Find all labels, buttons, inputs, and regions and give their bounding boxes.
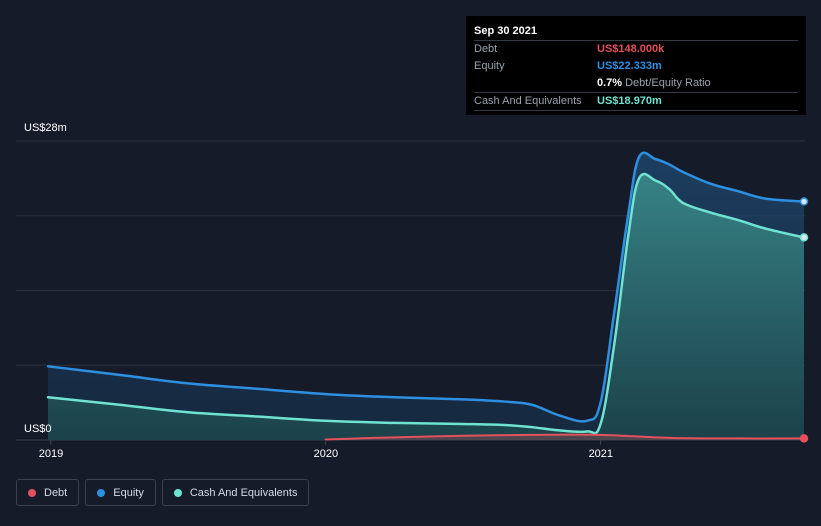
tooltip-equity-label: Equity	[474, 60, 505, 72]
tooltip-equity-row: Equity US$22.333m	[474, 58, 798, 75]
legend-equity-toggle[interactable]: Equity	[85, 479, 156, 506]
y-tick-label: US$0	[24, 423, 52, 435]
cash-line	[46, 172, 806, 435]
legend-equity-label: Equity	[113, 486, 144, 499]
tooltip-debt-row: Debt US$148.000k	[474, 41, 798, 58]
y-tick-label: US$28m	[24, 122, 67, 134]
cash-end-marker[interactable]	[799, 233, 809, 242]
series-lines	[46, 151, 806, 441]
debt-line	[324, 433, 805, 441]
x-tick-label: 2020	[314, 448, 338, 460]
tooltip-ratio-value: 0.7%	[597, 77, 623, 89]
tooltip-cash-value: US$18.970m	[597, 95, 662, 107]
tooltip-debt-label: Debt	[474, 43, 498, 55]
equity-end-marker[interactable]	[799, 197, 809, 206]
equity-line	[46, 151, 806, 423]
cash-dot-icon	[173, 488, 182, 497]
cash-area	[48, 173, 804, 440]
tooltip-cash-row: Cash And Equivalents US$18.970m	[474, 93, 798, 111]
tooltip-debt-value: US$148.000k	[597, 43, 665, 55]
axis-labels: US$0 US$28m 2019 2020 2021	[24, 122, 613, 460]
debt-dot-icon	[28, 488, 36, 497]
equity-dot-icon	[97, 488, 106, 497]
chart-legend: Debt Equity Cash And Equivalents	[16, 479, 310, 506]
tooltip-ratio-label: Debt/Equity Ratio	[625, 77, 711, 89]
series-areas	[48, 152, 804, 441]
debt-end-marker[interactable]	[799, 434, 809, 443]
tooltip-cash-label: Cash And Equivalents	[474, 95, 582, 107]
x-tick-label: 2019	[39, 448, 63, 460]
legend-cash-label: Cash And Equivalents	[189, 486, 298, 499]
end-markers	[799, 197, 809, 443]
tooltip-panel: Sep 30 2021 Debt US$148.000k Equity US$2…	[466, 16, 806, 115]
tooltip-ratio-row: 0.7% Debt/Equity Ratio	[474, 75, 798, 93]
tooltip-equity-value: US$22.333m	[597, 60, 662, 72]
tooltip-date: Sep 30 2021	[474, 22, 798, 41]
legend-debt-toggle[interactable]: Debt	[16, 479, 80, 506]
x-tick-label: 2021	[589, 448, 613, 460]
legend-debt-label: Debt	[44, 486, 68, 499]
legend-cash-toggle[interactable]: Cash And Equivalents	[161, 479, 310, 506]
